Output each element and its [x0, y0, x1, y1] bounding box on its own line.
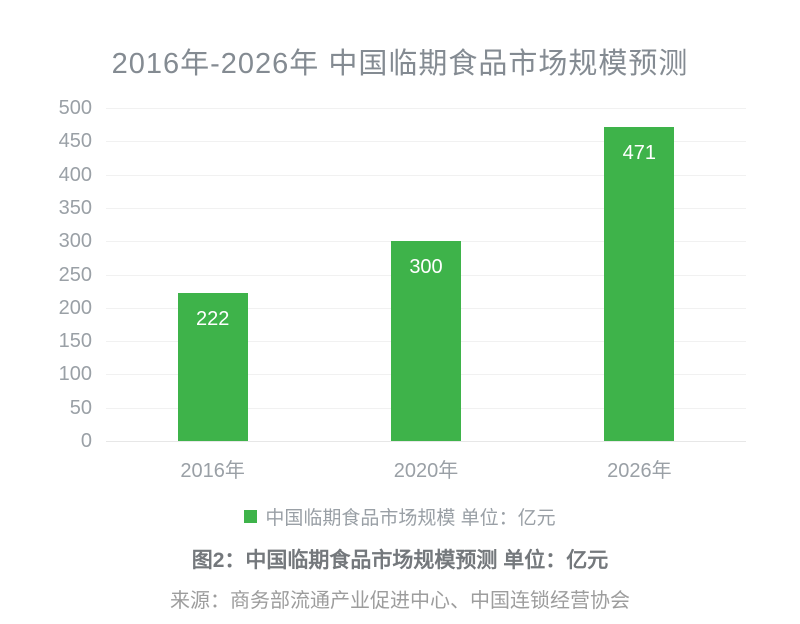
source-attribution: 来源：商务部流通产业促进中心、中国连锁经营协会 — [170, 590, 630, 612]
x-axis-label: 2020年 — [393, 460, 459, 482]
figure-caption: 图2：中国临期食品市场规模预测 单位：亿元 — [191, 549, 609, 572]
bar-2016年: 222 — [177, 293, 248, 441]
y-axis-tick-label: 50 — [69, 396, 92, 419]
plot-area: 0 50 100 150 200 250 300 350 400 450 500 222 2016年 30… — [59, 98, 746, 482]
gridline — [106, 207, 746, 209]
legend-swatch-icon — [244, 510, 258, 523]
bar-value-label: 222 — [195, 308, 230, 331]
gridline — [106, 174, 746, 176]
gridline — [106, 141, 746, 143]
x-axis-label: 2016年 — [180, 460, 245, 482]
y-axis-tick-label: 500 — [58, 97, 92, 119]
legend-label: 中国临期食品市场规模 单位：亿元 — [265, 508, 556, 529]
y-axis-tick-label: 300 — [58, 230, 92, 253]
y-axis-tick-label: 150 — [58, 330, 92, 353]
y-axis-tick-label: 350 — [58, 196, 92, 219]
x-axis-label: 2026年 — [607, 460, 672, 482]
y-axis-tick-label: 200 — [58, 296, 92, 319]
legend: 中国临期食品市场规模 单位：亿元 — [0, 503, 800, 530]
y-axis-tick-label: 100 — [58, 363, 92, 386]
gridline — [106, 441, 746, 442]
y-axis-tick-label: 400 — [58, 163, 92, 186]
y-axis-tick-label: 0 — [80, 430, 92, 452]
y-axis-tick-label: 450 — [58, 130, 92, 153]
bar-value-label: 300 — [409, 256, 443, 279]
chart-title: 2016年-2026年 中国临期食品市场规模预测 — [111, 48, 689, 80]
y-axis-tick-label: 250 — [58, 263, 92, 286]
gridline — [106, 108, 746, 109]
bar-2026年: 471 — [604, 127, 675, 441]
bar-2020年: 300 — [391, 241, 461, 441]
bar-value-label: 471 — [622, 142, 657, 165]
